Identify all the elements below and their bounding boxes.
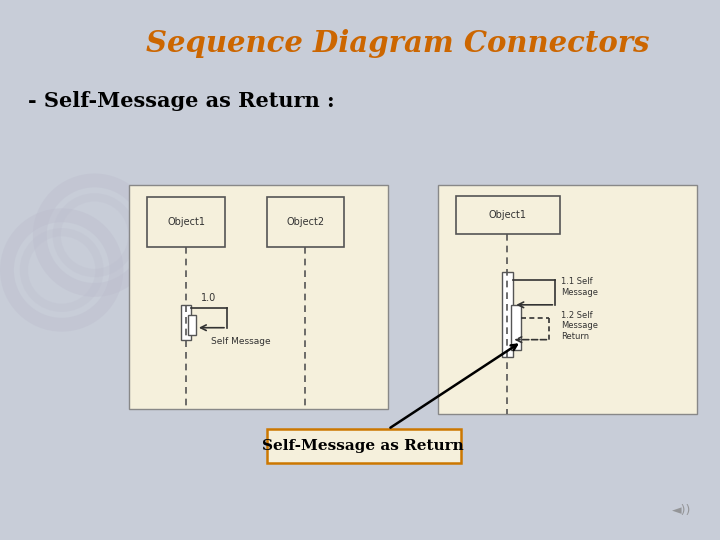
Text: Self Message: Self Message — [211, 337, 271, 346]
FancyBboxPatch shape — [438, 185, 696, 414]
FancyBboxPatch shape — [188, 315, 196, 335]
FancyBboxPatch shape — [456, 197, 560, 234]
Text: Object2: Object2 — [287, 217, 325, 227]
FancyBboxPatch shape — [181, 305, 191, 340]
FancyBboxPatch shape — [148, 197, 225, 247]
Text: Self-Message as Return: Self-Message as Return — [262, 439, 464, 453]
Text: ◄)): ◄)) — [672, 504, 691, 517]
Text: Object1: Object1 — [488, 210, 526, 220]
Text: Object1: Object1 — [167, 217, 205, 227]
Text: - Self-Message as Return :: - Self-Message as Return : — [28, 91, 335, 111]
Text: 1.0: 1.0 — [201, 293, 216, 303]
Text: 1.1 Self
Message: 1.1 Self Message — [561, 277, 598, 296]
FancyBboxPatch shape — [502, 272, 513, 356]
Text: 1.2 Self
Message
Return: 1.2 Self Message Return — [561, 311, 598, 341]
Text: Sequence Diagram Connectors: Sequence Diagram Connectors — [146, 29, 649, 58]
FancyBboxPatch shape — [511, 305, 521, 349]
FancyBboxPatch shape — [266, 429, 461, 463]
FancyBboxPatch shape — [130, 185, 388, 409]
FancyBboxPatch shape — [266, 197, 344, 247]
